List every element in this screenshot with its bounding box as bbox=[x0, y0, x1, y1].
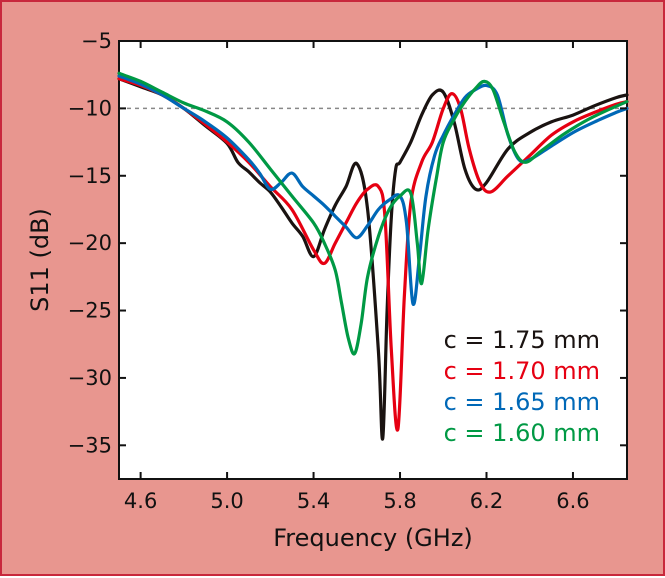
y-tick-label: −15 bbox=[68, 164, 112, 188]
y-tick-label: −30 bbox=[68, 366, 112, 390]
y-axis-label: S11 (dB) bbox=[26, 208, 54, 312]
legend-entry-3: c = 1.65 mm bbox=[444, 388, 600, 416]
x-tick-label: 4.6 bbox=[124, 489, 157, 513]
series-line-2 bbox=[117, 77, 629, 432]
series-line-1 bbox=[117, 77, 629, 441]
x-tick-label: 5.0 bbox=[210, 489, 243, 513]
legend-entry-2: c = 1.70 mm bbox=[444, 357, 600, 385]
y-tick-label: −20 bbox=[68, 231, 112, 255]
y-tick-label: −5 bbox=[81, 29, 112, 53]
y-tick-label: −35 bbox=[68, 433, 112, 457]
legend-entry-1: c = 1.75 mm bbox=[444, 326, 600, 354]
legend-entry-4: c = 1.60 mm bbox=[444, 419, 600, 447]
y-tick-label: −10 bbox=[68, 96, 112, 120]
y-tick-label: −25 bbox=[68, 299, 112, 323]
x-tick-label: 6.6 bbox=[556, 489, 589, 513]
x-tick-label: 6.2 bbox=[470, 489, 503, 513]
x-tick-label: 5.4 bbox=[297, 489, 330, 513]
series-line-4 bbox=[117, 71, 629, 356]
x-tick-label: 5.8 bbox=[383, 489, 416, 513]
x-axis-label: Frequency (GHz) bbox=[273, 524, 473, 552]
